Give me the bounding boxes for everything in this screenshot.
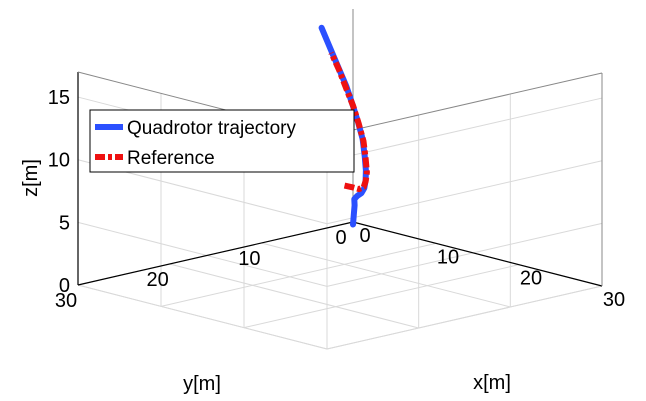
y-tick-label: 30 — [55, 290, 77, 312]
z-tick-label: 15 — [48, 87, 70, 109]
series-line-trajectory — [318, 24, 369, 228]
series-layer — [318, 24, 370, 228]
z-tick-label: 0 — [59, 275, 70, 297]
grid-line-y-floor — [169, 263, 419, 329]
series-line-reference — [328, 51, 370, 193]
grid-line-z-back — [77, 221, 328, 287]
grid-line-y-floor — [77, 284, 328, 350]
grid-line-x-floor — [160, 242, 437, 307]
z-tick-label: 10 — [48, 150, 70, 172]
y-axis-label: y[m] — [183, 373, 221, 395]
legend: Quadrotor trajectory Reference — [89, 109, 355, 173]
y-tick-label: 10 — [238, 248, 260, 270]
y-tick-label: 0 — [335, 227, 346, 249]
box-edge-top-side — [326, 72, 603, 137]
grid-line-z-side — [326, 160, 603, 225]
x-tick-label: 30 — [603, 289, 625, 311]
z-axis-label: z[m] — [20, 159, 42, 197]
y-tick-label: 20 — [147, 269, 169, 291]
legend-label-trajectory: Quadrotor trajectory — [127, 118, 296, 139]
grid-line-x-floor — [326, 285, 603, 350]
x-tick-label: 20 — [520, 268, 542, 290]
x-axis-label: x[m] — [473, 372, 511, 394]
grid-line-x-floor — [243, 264, 520, 329]
grid-line-z-side — [326, 222, 603, 287]
z-tick-label: 5 — [59, 212, 70, 234]
x-axis-line — [352, 221, 603, 287]
grid-line-z-side — [326, 97, 603, 162]
grid-line-y-floor — [261, 242, 511, 308]
legend-box — [89, 109, 355, 173]
y-axis-line — [77, 221, 354, 286]
x-tick-label: 10 — [437, 246, 459, 268]
x-tick-label: 0 — [359, 225, 370, 247]
legend-label-reference: Reference — [127, 148, 215, 169]
